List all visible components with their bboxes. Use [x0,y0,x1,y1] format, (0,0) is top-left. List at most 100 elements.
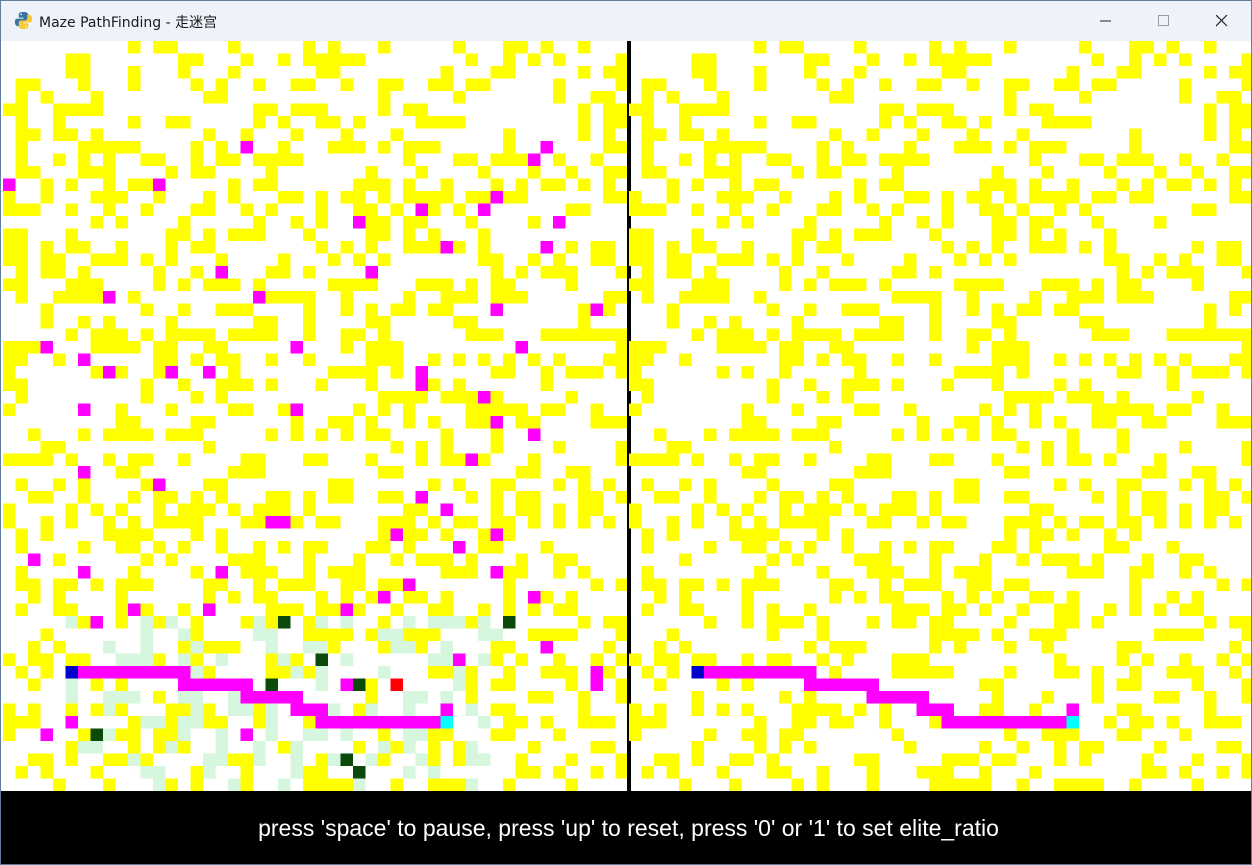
wall-cell [328,603,341,617]
wall-cell [1066,728,1080,742]
title-bar[interactable]: Maze PathFinding - 走迷宫 [1,1,1251,41]
wall-cell [603,303,616,317]
wall-cell [1029,391,1042,404]
wall-cell [203,416,216,429]
path-cell [328,716,341,729]
wall-cell [766,603,780,617]
wall-cell [290,578,304,592]
wall-cell [629,191,642,204]
wall-cell [1091,216,1105,229]
wall-cell [503,666,516,679]
wall-cell [103,516,116,529]
wall-cell [153,516,166,529]
wall-cell [791,253,805,267]
wall-cell [1154,603,1167,617]
wall-cell [1154,491,1167,504]
trail-cell [153,778,166,791]
wall-cell [53,641,66,654]
wall-cell [729,453,742,467]
wall-cell [916,103,930,117]
trail-cell [178,716,191,729]
wall-cell [503,566,516,579]
wall-cell [916,416,930,429]
wall-cell [315,216,329,229]
wall-cell [979,53,992,67]
wall-cell [240,753,254,767]
wall-cell [729,141,742,154]
wall-cell [328,366,341,379]
wall-cell [1066,553,1080,567]
wall-cell [716,216,730,229]
wall-cell [253,78,266,92]
close-button[interactable] [1193,1,1251,41]
wall-cell [1029,591,1042,604]
wall-cell [440,453,454,467]
wall-cell [1154,466,1167,479]
wall-cell [1154,353,1167,367]
wall-cell [603,191,616,204]
wall-cell [315,591,329,604]
wall-cell [465,391,479,404]
trail-cell [265,703,279,717]
wall-cell [578,716,591,729]
wall-cell [1104,191,1117,204]
wall-cell [741,503,755,517]
path-cell [103,666,116,679]
wall-cell [303,541,316,554]
minimize-button[interactable] [1077,1,1135,41]
wall-cell [679,478,692,492]
wall-cell [1016,128,1030,142]
wall-cell [390,78,404,92]
wall-cell [1129,528,1142,542]
wall-cell [1241,353,1251,367]
wall-cell [103,203,116,217]
wall-cell [766,303,780,317]
wall-cell [1179,178,1192,192]
wall-cell [816,516,830,529]
wall-cell [540,541,554,554]
wall-cell [15,78,29,92]
wall-cell [729,328,742,342]
wall-cell [315,66,329,79]
wall-cell [829,91,842,104]
wall-cell [1116,491,1130,504]
wall-cell [1166,266,1180,279]
wall-cell [603,741,616,754]
wall-cell [1179,553,1192,567]
wall-cell [1004,341,1017,354]
wall-cell [165,328,179,342]
explored-cell [153,478,166,492]
trail-cell [190,703,204,717]
wall-cell [240,766,254,779]
wall-cell [478,228,491,242]
wall-cell [565,753,579,767]
wall-cell [253,116,266,129]
wall-cell [1216,91,1230,104]
wall-cell [340,416,354,429]
wall-cell [904,503,917,517]
wall-cell [1004,353,1017,367]
wall-cell [1104,78,1117,92]
wall-cell [65,241,79,254]
wall-cell [90,141,104,154]
wall-cell [615,628,628,642]
wall-cell [315,241,329,254]
wall-cell [115,753,129,767]
wall-cell [866,566,880,579]
wall-cell [90,253,104,267]
wall-cell [340,578,354,592]
wall-cell [641,278,655,292]
wall-cell [478,166,491,179]
wall-cell [854,466,867,479]
wall-cell [590,766,604,779]
wall-cell [691,578,705,592]
wall-cell [528,741,541,754]
wall-cell [390,353,404,367]
trail-cell [415,728,429,742]
wall-cell [1016,341,1030,354]
wall-cell [1241,166,1251,179]
wall-cell [791,616,805,629]
wall-cell [15,116,29,129]
maximize-button[interactable] [1135,1,1193,41]
wall-cell [515,716,529,729]
